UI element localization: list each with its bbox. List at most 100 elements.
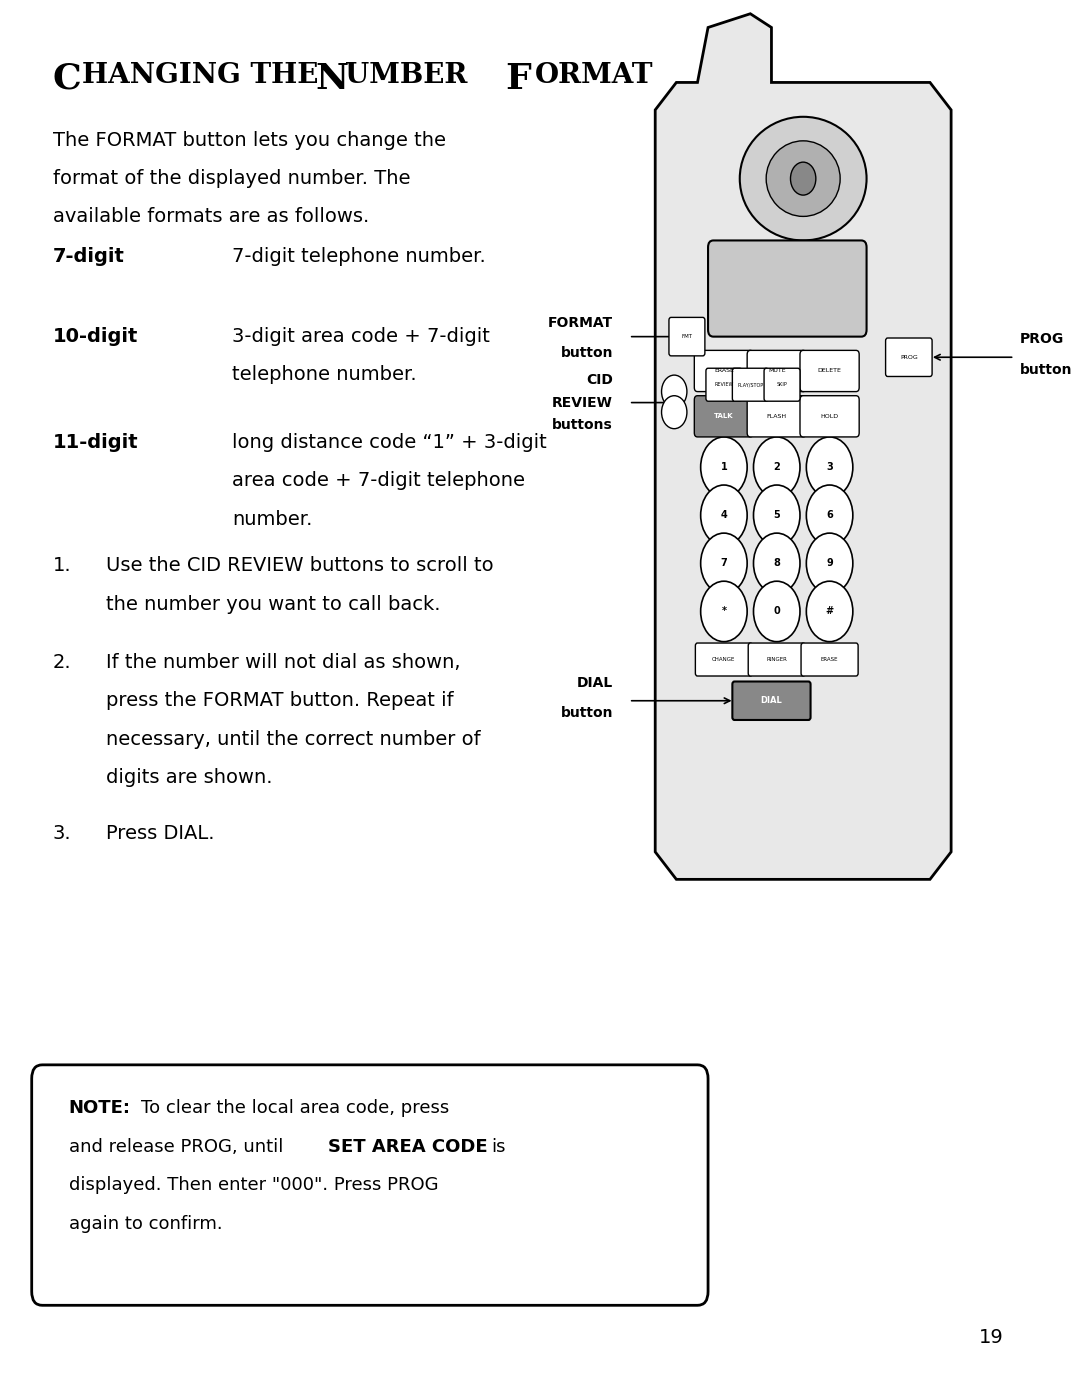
Text: FLASH: FLASH (767, 414, 787, 419)
Text: ERASE: ERASE (714, 368, 733, 374)
Circle shape (754, 437, 800, 497)
Text: TALK: TALK (714, 414, 733, 419)
Text: press the FORMAT button. Repeat if: press the FORMAT button. Repeat if (106, 691, 454, 710)
Text: RINGER: RINGER (767, 657, 787, 662)
Text: F: F (505, 62, 531, 96)
Text: CID: CID (586, 374, 613, 387)
Circle shape (807, 533, 853, 594)
Text: 0: 0 (773, 606, 780, 617)
Text: 2: 2 (773, 462, 780, 473)
Circle shape (791, 162, 815, 195)
Text: 3-digit area code + 7-digit: 3-digit area code + 7-digit (232, 327, 490, 346)
Text: NOTE:: NOTE: (69, 1099, 131, 1117)
Ellipse shape (740, 117, 866, 240)
FancyBboxPatch shape (886, 338, 932, 376)
Text: If the number will not dial as shown,: If the number will not dial as shown, (106, 653, 460, 672)
Ellipse shape (766, 142, 840, 217)
Text: 4: 4 (720, 510, 727, 521)
FancyBboxPatch shape (694, 396, 754, 437)
Text: CHANGE: CHANGE (712, 657, 735, 662)
Text: #: # (825, 606, 834, 617)
Circle shape (754, 485, 800, 545)
Text: HOLD: HOLD (821, 414, 839, 419)
Text: again to confirm.: again to confirm. (69, 1215, 222, 1232)
Text: buttons: buttons (552, 418, 613, 431)
Text: necessary, until the correct number of: necessary, until the correct number of (106, 730, 481, 749)
Text: UMBER: UMBER (345, 62, 476, 89)
FancyBboxPatch shape (800, 396, 860, 437)
Text: PLAY/STOP: PLAY/STOP (738, 382, 764, 387)
FancyBboxPatch shape (732, 682, 811, 720)
Text: REVIEW: REVIEW (714, 382, 733, 387)
Text: To clear the local area code, press: To clear the local area code, press (140, 1099, 449, 1117)
Polygon shape (656, 14, 951, 879)
Circle shape (701, 581, 747, 642)
Circle shape (701, 533, 747, 594)
FancyBboxPatch shape (747, 350, 807, 392)
Text: available formats are as follows.: available formats are as follows. (53, 207, 369, 227)
Circle shape (754, 581, 800, 642)
FancyBboxPatch shape (696, 643, 753, 676)
Text: DIAL: DIAL (760, 697, 782, 705)
Text: DIAL: DIAL (577, 676, 613, 690)
FancyBboxPatch shape (732, 368, 768, 401)
Text: 7-digit: 7-digit (53, 247, 124, 267)
Text: digits are shown.: digits are shown. (106, 768, 272, 787)
Text: 10-digit: 10-digit (53, 327, 138, 346)
Text: displayed. Then enter "000". Press PROG: displayed. Then enter "000". Press PROG (69, 1176, 438, 1194)
Circle shape (807, 437, 853, 497)
Text: 19: 19 (980, 1327, 1004, 1347)
FancyBboxPatch shape (800, 350, 860, 392)
Text: the number you want to call back.: the number you want to call back. (106, 595, 441, 614)
Text: 1.: 1. (53, 556, 71, 576)
Text: ERASE: ERASE (821, 657, 838, 662)
FancyBboxPatch shape (764, 368, 800, 401)
Text: *: * (721, 606, 727, 617)
Circle shape (754, 533, 800, 594)
Text: C: C (53, 62, 82, 96)
Text: area code + 7-digit telephone: area code + 7-digit telephone (232, 471, 526, 491)
Text: long distance code “1” + 3-digit: long distance code “1” + 3-digit (232, 433, 548, 452)
Text: 5: 5 (773, 510, 780, 521)
Text: ORMAT: ORMAT (535, 62, 653, 89)
FancyBboxPatch shape (669, 317, 705, 356)
Text: button: button (561, 346, 613, 360)
Circle shape (807, 485, 853, 545)
Text: 7-digit telephone number.: 7-digit telephone number. (232, 247, 486, 267)
Text: DELETE: DELETE (818, 368, 841, 374)
Text: 3: 3 (826, 462, 833, 473)
Text: telephone number.: telephone number. (232, 365, 417, 385)
Text: REVIEW: REVIEW (552, 396, 613, 409)
Text: is: is (491, 1138, 505, 1156)
Text: 9: 9 (826, 558, 833, 569)
FancyBboxPatch shape (694, 350, 754, 392)
Text: SET AREA CODE: SET AREA CODE (327, 1138, 487, 1156)
Text: FMT: FMT (681, 334, 692, 339)
Text: Use the CID REVIEW buttons to scroll to: Use the CID REVIEW buttons to scroll to (106, 556, 494, 576)
Text: PROG: PROG (1020, 333, 1064, 346)
Text: and release PROG, until: and release PROG, until (69, 1138, 288, 1156)
Text: FORMAT: FORMAT (548, 316, 613, 330)
Circle shape (701, 485, 747, 545)
Text: number.: number. (232, 510, 313, 529)
FancyBboxPatch shape (748, 643, 806, 676)
Text: 6: 6 (826, 510, 833, 521)
Text: 3.: 3. (53, 824, 71, 844)
Circle shape (807, 581, 853, 642)
Text: button: button (561, 706, 613, 720)
Text: 8: 8 (773, 558, 780, 569)
FancyBboxPatch shape (747, 396, 807, 437)
FancyBboxPatch shape (706, 368, 742, 401)
Circle shape (662, 396, 687, 429)
Circle shape (701, 437, 747, 497)
FancyBboxPatch shape (31, 1065, 708, 1305)
Text: HANGING THE: HANGING THE (82, 62, 328, 89)
Circle shape (662, 375, 687, 408)
Text: 7: 7 (720, 558, 727, 569)
Text: The FORMAT button lets you change the: The FORMAT button lets you change the (53, 131, 446, 150)
Text: 2.: 2. (53, 653, 71, 672)
FancyBboxPatch shape (801, 643, 859, 676)
Text: button: button (1020, 363, 1072, 376)
Text: format of the displayed number. The: format of the displayed number. The (53, 169, 410, 188)
FancyBboxPatch shape (708, 240, 866, 337)
